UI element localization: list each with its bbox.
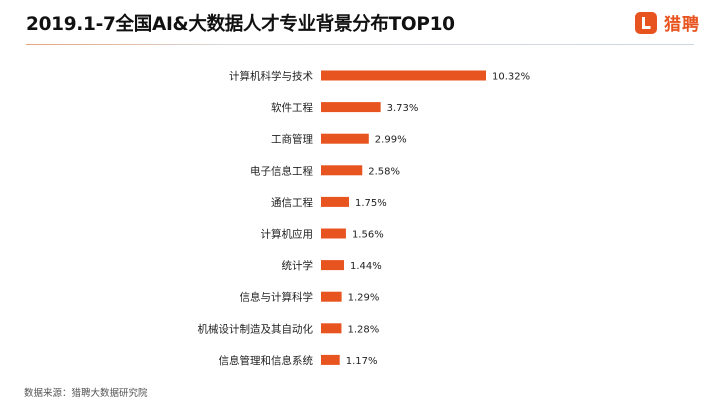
bar [321,102,381,113]
title-divider [26,44,694,45]
value-label: 1.29% [348,293,380,304]
category-label: 统计学 [282,259,314,272]
category-label: 信息与计算科学 [240,291,314,304]
category-label: 机械设计制造及其自动化 [198,322,314,335]
category-label: 计算机应用 [261,228,314,241]
category-label: 软件工程 [271,101,313,114]
value-label: 1.44% [350,261,382,272]
value-label: 10.32% [492,72,530,83]
bar [321,228,346,239]
category-label: 工商管理 [271,133,313,146]
chart-title: 2019.1-7全国AI&大数据人才专业背景分布TOP10 [26,14,455,35]
bar [321,354,340,365]
value-label: 1.56% [352,230,384,241]
brand-logo: 猎聘 [635,10,700,35]
value-label: 1.17% [346,356,378,367]
category-label: 计算机科学与技术 [229,70,313,83]
bar [321,70,486,81]
value-label: 2.58% [368,166,400,177]
bar [321,291,342,302]
liepin-logo-icon [635,11,657,34]
bar [321,165,363,176]
data-source-note: 数据来源：猎聘大数据研究院 [24,388,148,399]
value-label: 2.99% [375,135,407,146]
bar [321,260,345,271]
bar [321,196,349,207]
value-label: 1.75% [355,198,387,209]
value-label: 1.28% [347,324,379,335]
value-label: 3.73% [387,103,419,114]
category-label: 通信工程 [271,197,313,209]
brand-name: 猎聘 [664,15,700,35]
category-label: 信息管理和信息系统 [219,354,314,367]
category-label: 电子信息工程 [250,164,313,177]
bar [321,323,342,334]
bar [321,133,369,144]
